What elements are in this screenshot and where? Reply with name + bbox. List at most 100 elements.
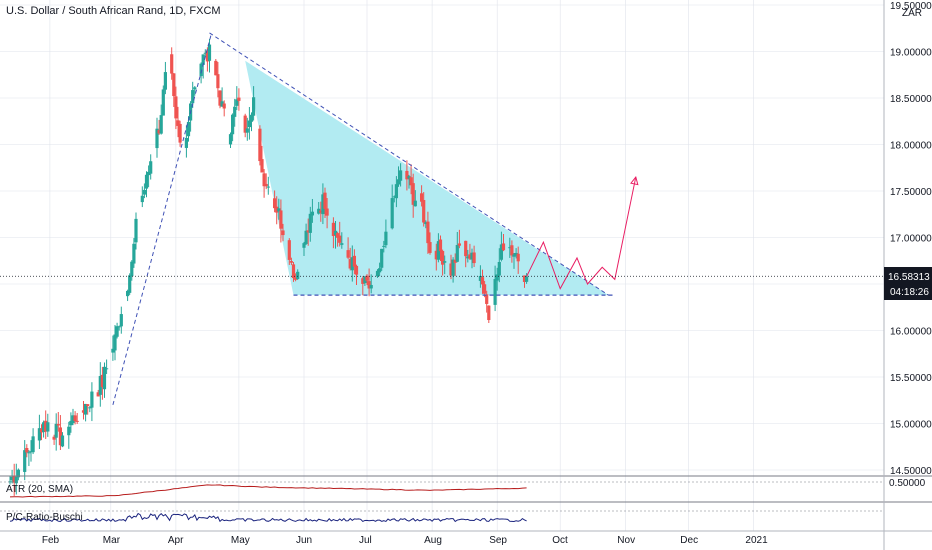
candle-body	[438, 239, 443, 252]
time-tick-label: Nov	[617, 535, 635, 546]
candle-body	[338, 235, 342, 243]
price-tick-label: 15.00000	[890, 420, 932, 431]
candle-body	[228, 134, 233, 145]
pc-ratio-indicator-label[interactable]: P/C-Ratio-Buschi	[6, 512, 83, 523]
candle-body	[392, 196, 396, 198]
time-tick-label: Jul	[359, 535, 372, 546]
candle-body	[348, 259, 352, 269]
candle-body	[27, 452, 31, 454]
candle-body	[52, 436, 56, 440]
candle-body	[499, 244, 503, 260]
candle-body	[56, 424, 60, 426]
candle-body	[510, 245, 514, 256]
candle-body	[336, 233, 340, 238]
candle-body	[231, 114, 235, 135]
time-tick-label: Dec	[680, 535, 698, 546]
candle-body	[233, 106, 237, 117]
candle-body	[172, 73, 176, 97]
candle-body	[302, 243, 306, 248]
price-tick-label: 18.50000	[890, 94, 932, 105]
candle-body	[306, 230, 310, 233]
candle-body	[525, 276, 529, 282]
candle-body	[134, 218, 138, 243]
candle-body	[262, 173, 266, 187]
last-price-tag: 16.58313 04:18:26	[884, 267, 932, 300]
candle-body	[117, 326, 121, 328]
candle-body	[319, 210, 323, 213]
time-tick-label: Aug	[424, 535, 442, 546]
candle-body	[501, 243, 506, 251]
candle-body	[73, 415, 77, 422]
candle-body	[220, 101, 224, 107]
candle-body	[42, 422, 46, 433]
candle-body	[449, 263, 453, 276]
candle-body	[58, 427, 62, 446]
candle-body	[163, 72, 167, 90]
candle-body	[478, 275, 482, 281]
candle-body	[333, 230, 338, 235]
candle-body	[157, 130, 161, 134]
candle-body	[14, 476, 18, 484]
ascending-trendline[interactable]	[112, 32, 213, 406]
candle-body	[46, 422, 50, 432]
candle-body	[266, 186, 270, 188]
candle-body	[75, 420, 79, 422]
candle-body	[84, 403, 88, 415]
pc-ratio-line	[9, 512, 527, 523]
candle-body	[457, 243, 461, 246]
candle-body	[424, 222, 428, 225]
candle-body	[468, 254, 472, 259]
candle-body	[434, 250, 438, 260]
candle-body	[243, 115, 247, 133]
descending-trendline[interactable]	[209, 32, 609, 296]
atr-line	[9, 484, 527, 498]
time-axis[interactable]: Feb Mar Apr May Jun Jul Aug Sep Oct Nov Dec 2021	[0, 530, 932, 546]
candle-body	[60, 435, 65, 447]
candle-body	[96, 392, 100, 397]
candle-body	[470, 252, 474, 260]
candle-body	[405, 170, 409, 180]
candle-body	[29, 451, 33, 453]
candle-body	[273, 198, 277, 209]
candle-body	[352, 255, 356, 267]
candle-body	[260, 159, 264, 173]
candle-body	[411, 183, 415, 205]
candle-body	[264, 183, 268, 187]
candle-body	[81, 410, 86, 413]
candle-body	[354, 265, 359, 275]
candle-body	[155, 128, 159, 149]
candle-body	[126, 290, 130, 297]
candle-body	[493, 279, 497, 305]
candle-body	[113, 334, 117, 351]
candle-body	[317, 208, 321, 214]
candle-body	[25, 447, 29, 453]
candle-body	[483, 284, 487, 294]
candle-body	[128, 275, 132, 293]
candle-body	[176, 120, 180, 126]
candle-body	[487, 305, 491, 321]
projection-arrow-head	[630, 175, 639, 186]
candle-body	[12, 476, 16, 483]
atr-indicator-label[interactable]: ATR (20, SMA)	[6, 484, 74, 495]
projection-path[interactable]	[526, 176, 637, 290]
candle-body	[119, 314, 123, 327]
atr-axis-tick: 0.50000	[889, 478, 926, 489]
candle-body	[394, 184, 398, 199]
candle-body	[485, 294, 489, 304]
candle-body	[31, 436, 35, 453]
candle-body	[294, 278, 298, 280]
candle-body	[130, 261, 134, 277]
candle-body	[310, 211, 314, 216]
candle-body	[10, 476, 14, 481]
candle-body	[321, 194, 325, 215]
candle-body	[132, 243, 136, 264]
candle-body	[323, 192, 327, 209]
time-tick-label: Oct	[552, 535, 568, 546]
candle-body	[144, 174, 149, 189]
candle-body	[105, 368, 109, 370]
candle-body	[98, 376, 102, 395]
candle-body	[378, 268, 382, 273]
candle-body	[258, 128, 262, 162]
bar-countdown: 04:18:26	[890, 287, 929, 298]
